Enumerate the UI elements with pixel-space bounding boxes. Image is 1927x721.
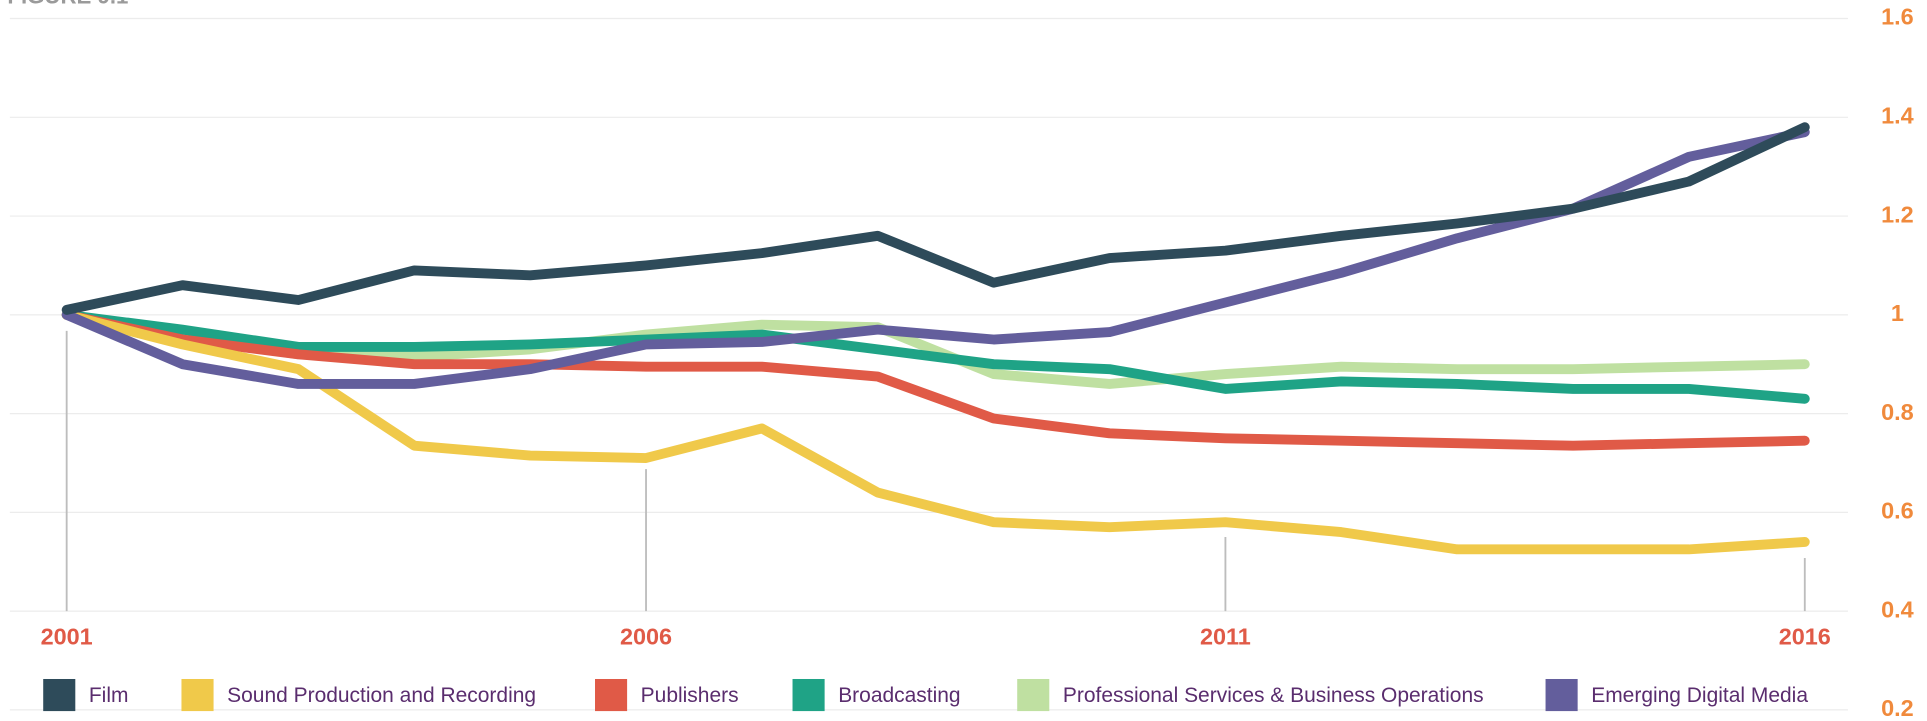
y-tick-label: 1: [1891, 300, 1904, 326]
legend-swatch: [595, 678, 628, 712]
y-tick-label: 0.4: [1881, 596, 1914, 622]
legend: Film Sound Production and Recording Publis…: [43, 678, 1808, 712]
grid: [9, 17, 1848, 711]
legend-label: Publishers: [641, 684, 739, 707]
series-line: [61, 309, 1810, 404]
legend-label: Film: [89, 684, 129, 707]
lines: [61, 122, 1810, 555]
y-tick-label: 1.6: [1881, 4, 1914, 30]
y-tick-label: 0.8: [1881, 399, 1914, 425]
legend-label: Broadcasting: [838, 684, 960, 707]
axis-labels: 0.2 0.4 0.6 0.8 1 1.2 1.4 1.6 2001 2006 2011 2016: [41, 4, 1914, 721]
series-line: [61, 122, 1810, 315]
legend-swatch: [1545, 678, 1578, 712]
x-tick-label: 2001: [41, 623, 93, 649]
series-line: [61, 127, 1810, 389]
legend-swatch: [1017, 678, 1050, 712]
x-tick-label: 2006: [620, 623, 672, 649]
series-line: [61, 309, 1810, 555]
y-tick-label: 0.6: [1881, 498, 1914, 524]
y-tick-label: 0.2: [1881, 695, 1914, 721]
legend-label: Sound Production and Recording: [227, 684, 536, 707]
y-tick-label: 1.4: [1881, 102, 1914, 128]
legend-swatch: [43, 678, 76, 712]
legend-label: Emerging Digital Media: [1591, 684, 1808, 707]
x-tick-label: 2011: [1200, 623, 1251, 649]
legend-label: Professional Services & Business Operati…: [1063, 684, 1484, 707]
x-tick-label: 2016: [1779, 623, 1831, 649]
y-tick-label: 1.2: [1881, 201, 1914, 227]
chart-title: FIGURE 9.1: [7, 0, 128, 8]
legend-swatch: [181, 678, 214, 712]
drop-lines: [65, 330, 1806, 612]
series-line: [61, 309, 1810, 451]
legend-swatch: [792, 678, 825, 712]
